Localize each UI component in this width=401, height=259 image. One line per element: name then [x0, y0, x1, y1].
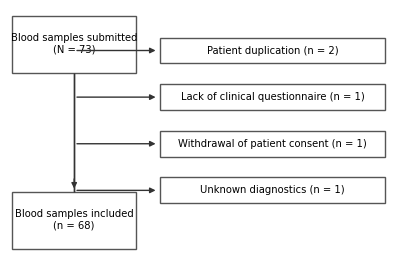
FancyBboxPatch shape — [160, 38, 385, 63]
FancyBboxPatch shape — [12, 192, 136, 249]
FancyBboxPatch shape — [12, 16, 136, 73]
Text: Patient duplication (n = 2): Patient duplication (n = 2) — [207, 46, 338, 55]
FancyBboxPatch shape — [160, 84, 385, 110]
FancyBboxPatch shape — [160, 131, 385, 157]
Text: Blood samples included
(n = 68): Blood samples included (n = 68) — [15, 209, 134, 231]
Text: Withdrawal of patient consent (n = 1): Withdrawal of patient consent (n = 1) — [178, 139, 367, 149]
Text: Unknown diagnostics (n = 1): Unknown diagnostics (n = 1) — [200, 185, 345, 195]
FancyBboxPatch shape — [160, 177, 385, 203]
Text: Lack of clinical questionnaire (n = 1): Lack of clinical questionnaire (n = 1) — [181, 92, 365, 102]
Text: Blood samples submitted
(N = 73): Blood samples submitted (N = 73) — [11, 33, 138, 55]
